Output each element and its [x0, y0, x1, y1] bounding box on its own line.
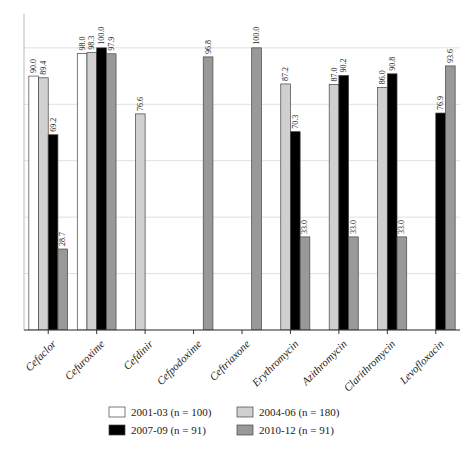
- bar: [97, 48, 107, 330]
- bar: [387, 74, 397, 330]
- data-label: 90.0: [29, 59, 38, 73]
- bar: [329, 85, 339, 330]
- bar: [106, 54, 116, 330]
- data-label: 87.2: [281, 67, 290, 81]
- data-label: 76.9: [436, 96, 445, 110]
- data-label: 96.8: [204, 40, 213, 54]
- x-tick: [338, 330, 339, 334]
- bar: [87, 53, 97, 330]
- data-label: 28.7: [58, 232, 67, 246]
- data-label: 93.6: [446, 49, 455, 63]
- bar: [281, 84, 291, 330]
- x-tick: [48, 330, 49, 334]
- data-label: 70.3: [291, 115, 300, 129]
- x-tick-label: Cefuroxime: [62, 338, 107, 383]
- x-tick-label: Levofloxacin: [396, 337, 446, 387]
- data-label: 33.0: [349, 220, 358, 234]
- data-label: 76.6: [136, 97, 145, 111]
- data-label: 87.0: [330, 68, 339, 82]
- legend: 2001-03 (n = 100) 2004-06 (n = 180) 2007-0…: [109, 406, 340, 437]
- legend-swatch: [109, 407, 125, 417]
- legend-label: 2010-12 (n = 91): [259, 424, 334, 437]
- x-tick: [290, 330, 291, 334]
- bar: [397, 237, 407, 330]
- data-label: 69.2: [49, 118, 58, 132]
- x-tick-label: Erythromycin: [249, 337, 301, 389]
- bar: [378, 87, 388, 330]
- x-tick: [96, 330, 97, 334]
- data-label: 100.0: [252, 27, 261, 45]
- bar: [339, 76, 349, 330]
- x-tick-label: Cefaclor: [23, 337, 59, 373]
- data-label: 100.0: [97, 27, 106, 45]
- bar: [203, 57, 213, 330]
- data-label: 97.9: [107, 37, 116, 51]
- legend-swatch: [237, 425, 253, 435]
- legend-label: 2004-06 (n = 180): [259, 406, 340, 419]
- x-tick-label: Ceftriaxone: [207, 338, 252, 383]
- x-tick: [435, 330, 436, 334]
- x-tick-label: Azithromycin: [299, 337, 350, 388]
- x-tick: [387, 330, 388, 334]
- x-tick-label: Clarithromycin: [341, 337, 398, 394]
- bar: [77, 54, 87, 331]
- legend-label: 2007-09 (n = 91): [131, 424, 206, 437]
- data-label: 90.2: [339, 59, 348, 73]
- x-tick-label: Cefpodoxime: [154, 338, 204, 388]
- chart: 90.0 98.0 89.4 98.3 76.6 87.2 87.0 86.0 69.2 100.…: [0, 0, 474, 474]
- x-tick: [145, 330, 146, 334]
- legend-swatch: [109, 425, 125, 435]
- bar: [29, 76, 39, 330]
- bar: [445, 66, 455, 330]
- x-tick: [193, 330, 194, 334]
- bar: [135, 114, 145, 330]
- bars: [29, 48, 455, 330]
- bar: [252, 48, 262, 330]
- bar: [58, 249, 68, 330]
- x-tick: [242, 330, 243, 334]
- bar: [48, 135, 58, 330]
- bar: [290, 132, 300, 330]
- data-label: 98.3: [87, 36, 96, 50]
- data-label: 98.0: [78, 37, 87, 51]
- bar: [436, 113, 446, 330]
- y-axis-line: [24, 14, 25, 330]
- data-label: 89.4: [39, 61, 48, 75]
- data-label: 33.0: [397, 220, 406, 234]
- legend-swatch: [237, 407, 253, 417]
- data-labels: 90.0 98.0 89.4 98.3 76.6 87.2 87.0 86.0 69.2 100.…: [29, 27, 455, 246]
- bar: [39, 78, 49, 330]
- bar: [300, 237, 310, 330]
- legend-label: 2001-03 (n = 100): [131, 406, 212, 419]
- data-label: 33.0: [300, 220, 309, 234]
- data-label: 90.8: [388, 57, 397, 71]
- bar: [349, 237, 359, 330]
- data-label: 86.0: [378, 70, 387, 84]
- x-tick-label: Cefdinir: [121, 337, 156, 372]
